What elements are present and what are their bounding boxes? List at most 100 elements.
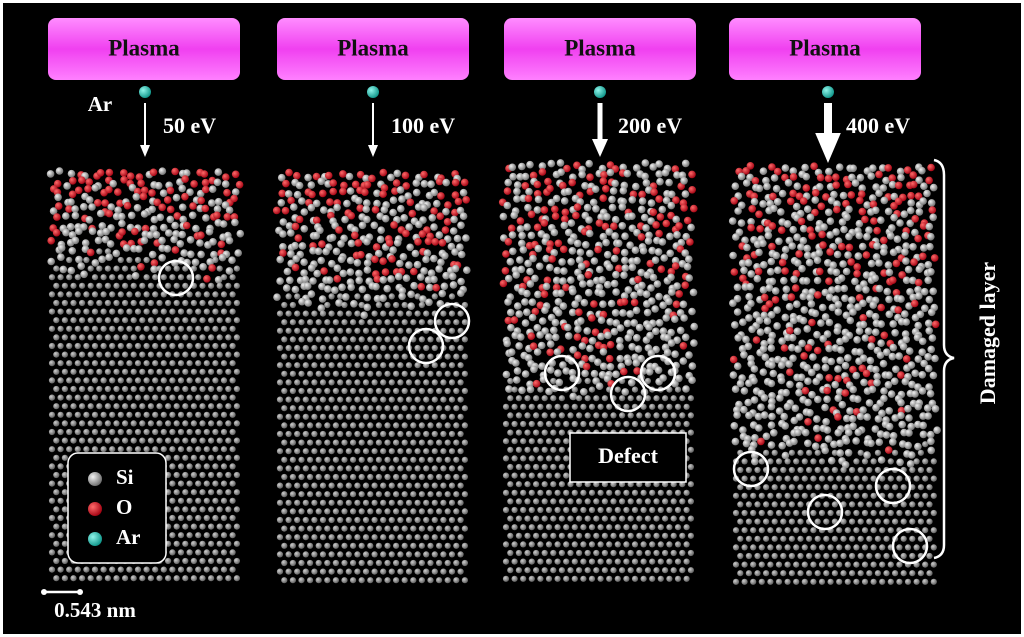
silicon-atom [638,197,647,205]
oxygen-atom [501,267,510,275]
silicon-atom [833,200,841,208]
silicon-atom [285,430,292,438]
oxygen-atom [930,254,939,262]
silicon-atom [918,348,926,357]
silicon-atom [611,232,619,240]
silicon-atom [628,343,636,351]
silicon-atom [915,265,924,274]
silicon-atom [418,353,425,360]
silicon-atom [431,465,438,472]
silicon-atom [580,558,587,565]
oxygen-atom [529,171,538,180]
silicon-atom [281,559,288,567]
silicon-atom [345,499,352,506]
silicon-atom [324,422,331,429]
silicon-atom [647,284,655,292]
silicon-atom [354,310,361,317]
silicon-atom [892,365,900,374]
silicon-atom [309,246,317,255]
silicon-atom [182,317,189,324]
silicon-atom [126,566,133,573]
silicon-atom [212,463,219,470]
silicon-atom [865,310,874,318]
silicon-atom [855,327,864,335]
silicon-atom [152,325,159,332]
silicon-atom [203,463,210,470]
silicon-atom [380,396,387,403]
silicon-atom [57,308,64,315]
silicon-atom [414,310,421,317]
silicon-atom [225,351,232,358]
silicon-atom [61,351,68,358]
silicon-atom [845,205,853,214]
silicon-atom [927,345,935,354]
oxygen-atom [914,278,923,287]
silicon-atom [289,353,296,360]
oxygen-atom [584,271,593,279]
silicon-atom [857,570,864,577]
silicon-atom [867,439,875,448]
silicon-atom [801,428,810,437]
silicon-atom [431,482,438,489]
oxygen-atom [171,167,179,176]
silicon-atom [897,398,905,407]
silicon-atom [169,514,176,522]
silicon-atom [930,527,937,534]
oxygen-atom [814,434,822,442]
silicon-atom [557,289,565,298]
silicon-atom [545,438,553,445]
silicon-atom [61,557,68,565]
silicon-atom [117,566,124,573]
oxygen-atom [844,180,852,189]
silicon-atom [588,506,596,514]
oxygen-atom [858,364,867,373]
silicon-atom [139,299,146,307]
silicon-atom [444,422,451,429]
silicon-atom [113,368,120,375]
silicon-atom [427,336,434,343]
silicon-atom [641,159,650,167]
silicon-atom [690,339,698,347]
silicon-atom [315,542,322,549]
silicon-atom [657,489,664,496]
silicon-atom [563,506,570,514]
silicon-atom [827,196,836,205]
silicon-atom [920,359,928,368]
silicon-atom [74,308,81,315]
silicon-atom [662,549,669,557]
silicon-atom [831,449,839,456]
silicon-atom [294,344,301,352]
silicon-atom [682,232,690,241]
silicon-atom [879,359,888,368]
silicon-atom [229,463,236,470]
silicon-atom [777,208,785,216]
silicon-atom [646,331,654,340]
oxygen-atom [295,215,304,224]
silicon-atom [186,532,193,539]
silicon-atom [384,422,391,429]
silicon-atom [362,344,370,352]
silicon-atom [507,549,514,557]
silicon-atom [68,247,77,255]
silicon-atom [657,420,664,428]
silicon-atom [199,437,206,444]
silicon-atom [285,465,292,472]
silicon-atom [788,466,796,474]
silicon-atom [302,430,309,438]
silicon-atom [823,484,830,491]
silicon-atom [212,256,219,264]
silicon-atom [922,492,929,499]
silicon-atom [859,320,868,329]
silicon-atom [225,420,232,427]
silicon-atom [315,319,322,326]
silicon-atom [186,308,193,315]
energy-label: 50 eV [163,113,216,138]
silicon-atom [216,437,223,444]
silicon-atom [216,454,223,461]
silicon-atom [844,509,851,517]
silicon-atom [775,458,783,465]
silicon-atom [380,534,387,541]
silicon-atom [812,377,820,386]
silicon-atom [66,256,73,264]
